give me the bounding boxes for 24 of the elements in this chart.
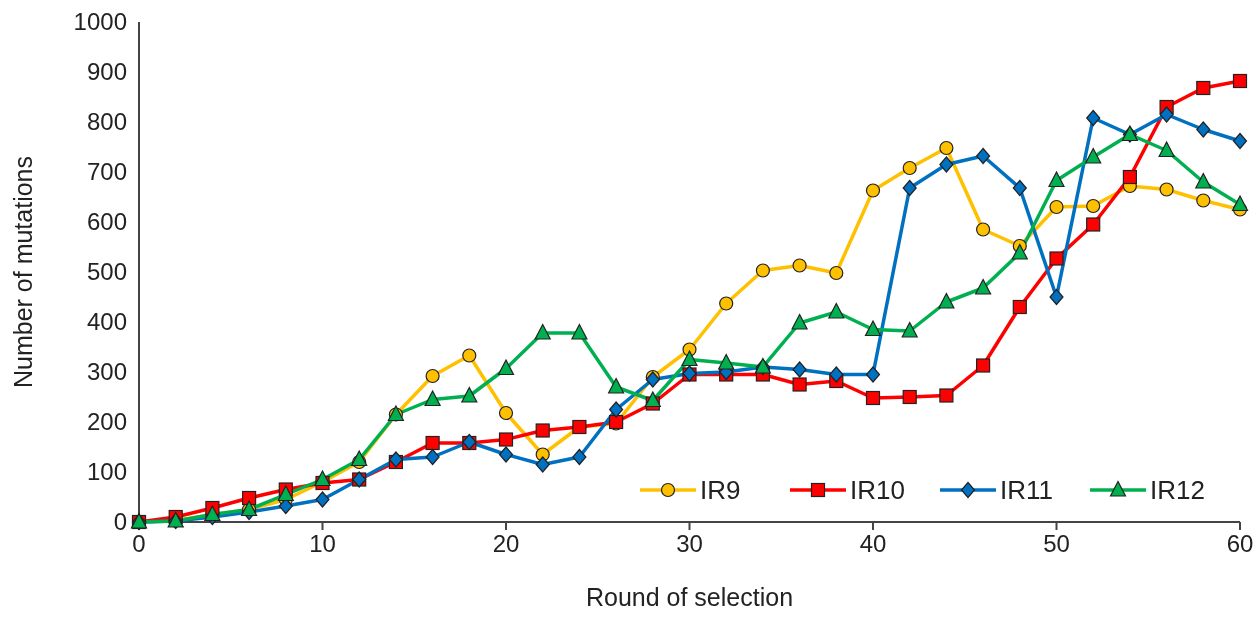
y-tick-label: 700 [86, 158, 127, 185]
y-tick-label: 0 [113, 508, 127, 535]
x-tick-label: 30 [676, 530, 703, 557]
y-tick-label: 500 [86, 258, 127, 285]
legend-label: IR12 [1150, 475, 1205, 505]
x-tick-label: 10 [309, 530, 336, 557]
x-tick-label: 20 [492, 530, 520, 557]
x-tick-label: 40 [859, 530, 887, 557]
x-axis-title: Round of selection [585, 583, 794, 611]
legend-label: IR10 [850, 475, 905, 505]
y-tick-label: 900 [86, 58, 127, 85]
y-tick-label: 100 [86, 458, 127, 485]
x-tick-label: 60 [1226, 530, 1254, 557]
y-tick-label: 300 [86, 358, 127, 385]
legend-label: IR9 [700, 475, 741, 505]
legend-label: IR11 [1000, 475, 1053, 505]
y-tick-label: 200 [86, 408, 127, 435]
x-tick-label: 50 [1043, 530, 1070, 557]
x-tick-label: 0 [132, 530, 146, 557]
y-tick-label: 1000 [73, 8, 127, 35]
y-tick-label: 800 [86, 108, 127, 135]
y-tick-label: 600 [86, 208, 127, 235]
y-axis-title: Number of mutations [9, 155, 37, 389]
y-tick-label: 400 [86, 308, 127, 335]
